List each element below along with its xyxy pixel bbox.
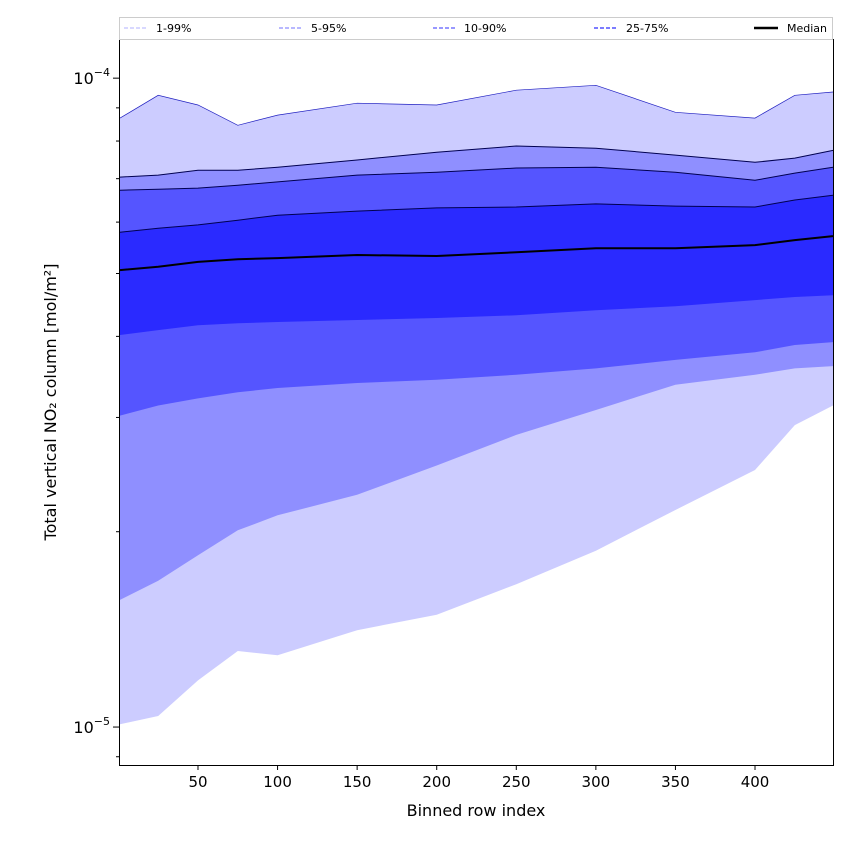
x-tick-label: 400 <box>741 773 770 791</box>
legend-box <box>119 17 833 40</box>
band-upper-edge-10-90% <box>119 166 834 191</box>
band-upper-edge-25-75% <box>119 194 834 233</box>
x-axis: 50 100 150 200 250 300 350 400 <box>188 765 769 791</box>
legend-label: 25-75% <box>626 22 668 35</box>
y-axis-label: Total vertical NO₂ column [mol/m²] <box>41 264 60 542</box>
band-25-75% <box>120 195 833 335</box>
y-axis: 10−410−5 <box>73 66 120 758</box>
legend-label: 5-95% <box>311 22 346 35</box>
median-line <box>119 235 834 272</box>
legend-label: 1-99% <box>156 22 191 35</box>
y-tick-exponent: −5 <box>94 715 110 728</box>
x-axis-label: Binned row index <box>407 801 546 820</box>
legend-label: Median <box>787 22 827 35</box>
lines-layer <box>119 84 834 272</box>
y-tick-base: 10 <box>73 69 93 88</box>
y-tick-label: 10−4 <box>73 66 110 88</box>
y-tick-exponent: −4 <box>94 66 110 79</box>
band-upper-edge-5-95% <box>119 145 834 178</box>
x-tick-label: 100 <box>263 773 292 791</box>
band-upper-edge-1-99% <box>119 84 834 126</box>
x-tick-label: 50 <box>188 773 207 791</box>
x-tick-label: 350 <box>661 773 690 791</box>
legend: 1-99% 5-95% 10-90% 25-75% Median <box>119 17 833 40</box>
x-tick-label: 250 <box>502 773 531 791</box>
x-tick-label: 200 <box>422 773 451 791</box>
x-tick-label: 300 <box>582 773 611 791</box>
legend-label: 10-90% <box>464 22 506 35</box>
y-tick-base: 10 <box>73 718 93 737</box>
x-tick-label: 150 <box>343 773 372 791</box>
y-tick-label: 10−5 <box>73 715 110 737</box>
bands-layer <box>120 85 833 725</box>
